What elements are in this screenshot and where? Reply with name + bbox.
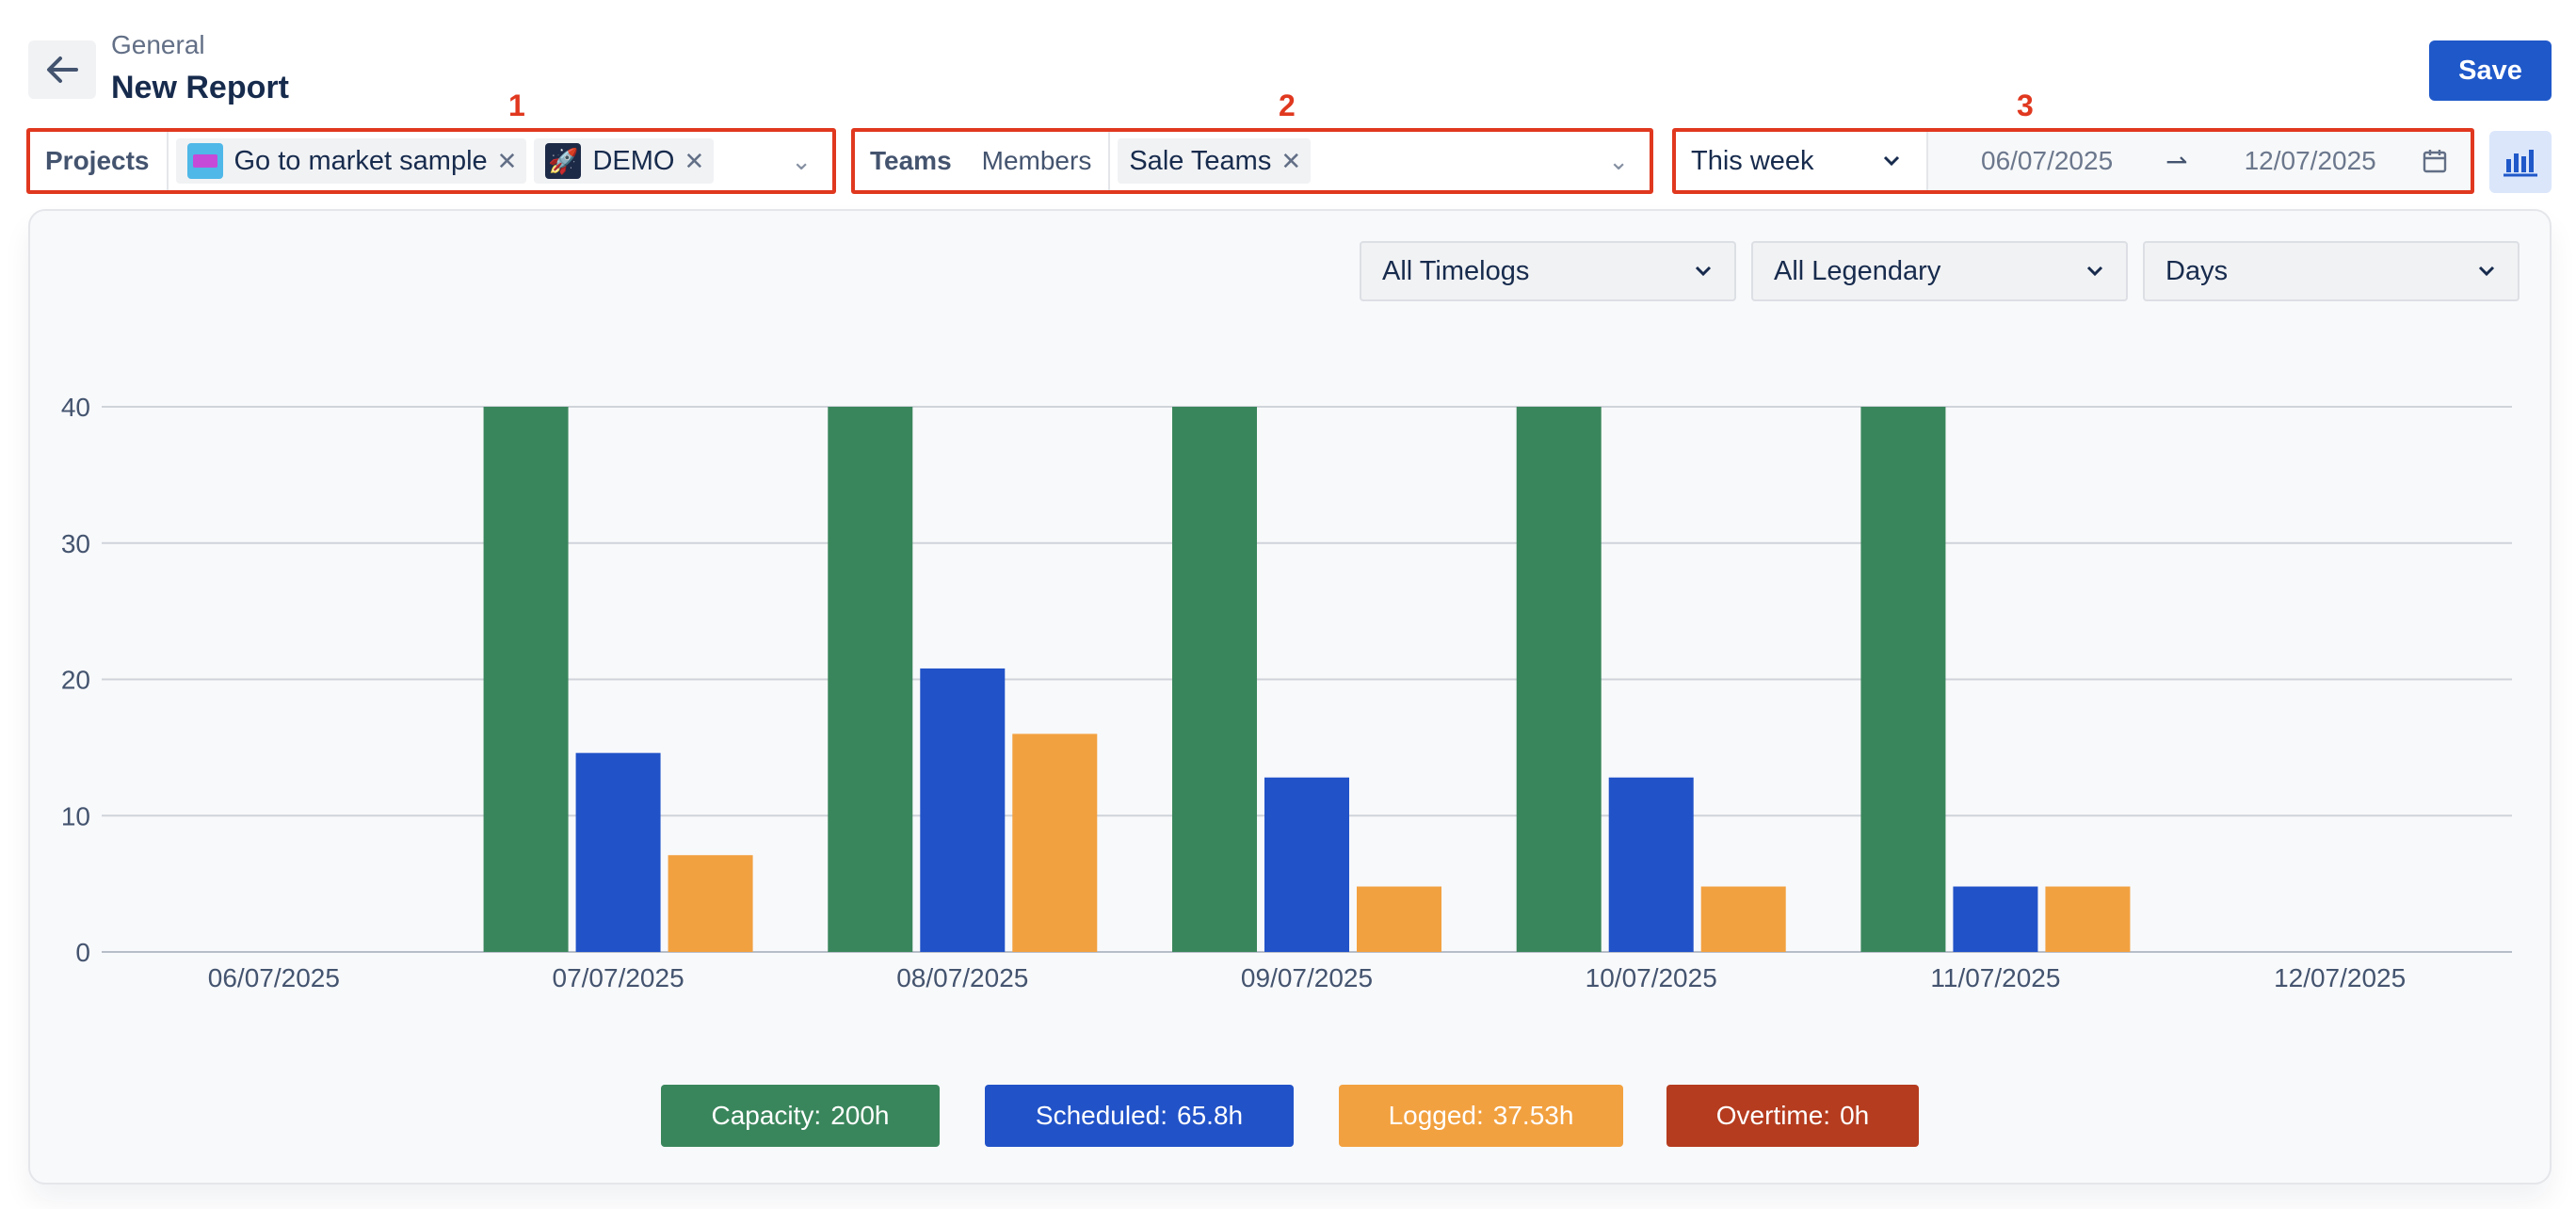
- callout-number-2: 2: [1279, 89, 1296, 122]
- bar-capacity[interactable]: [1860, 407, 1946, 952]
- start-date[interactable]: 06/07/2025: [1981, 146, 2114, 175]
- bar-capacity[interactable]: [828, 407, 913, 952]
- granularity-dropdown-value: Days: [2165, 255, 2229, 286]
- end-date[interactable]: 12/07/2025: [2244, 146, 2376, 175]
- granularity-dropdown[interactable]: Days: [2143, 241, 2520, 301]
- x-tick-label: 11/07/2025: [1930, 963, 2060, 992]
- bar-scheduled[interactable]: [1264, 777, 1349, 952]
- project-chip[interactable]: Go to market sample ✕: [175, 138, 527, 184]
- tab-teams[interactable]: Teams: [870, 146, 952, 175]
- remove-chip-icon[interactable]: ✕: [1280, 146, 1302, 175]
- rocket-project-icon: 🚀: [545, 143, 582, 179]
- chart-view-toggle[interactable]: [2489, 131, 2552, 193]
- bar-logged[interactable]: [2045, 886, 2131, 952]
- legend-name: Overtime:: [1715, 1101, 1831, 1130]
- y-tick-label: 30: [61, 529, 90, 558]
- legend-value: 37.53h: [1492, 1101, 1574, 1130]
- market-project-icon: [186, 143, 223, 179]
- legend-name: Capacity:: [711, 1101, 822, 1130]
- bar-logged[interactable]: [1357, 886, 1441, 952]
- save-button[interactable]: Save: [2429, 40, 2552, 101]
- bar-logged[interactable]: [668, 855, 753, 952]
- chart-panel: [28, 209, 2552, 1185]
- legend-badge-capacity: Capacity: 200h: [661, 1085, 940, 1147]
- teams-filter[interactable]: Teams Members Sale Teams ✕ ⌄: [851, 128, 1653, 194]
- legend-badge-overtime: Overtime: 0h: [1666, 1085, 1919, 1147]
- timelogs-dropdown[interactable]: All Timelogs: [1360, 241, 1736, 301]
- projects-filter[interactable]: Projects Go to market sample ✕ 🚀 DEMO ✕ …: [26, 128, 836, 194]
- projects-label: Projects: [30, 132, 169, 190]
- bar-logged[interactable]: [1012, 733, 1098, 952]
- timelogs-dropdown-value: All Timelogs: [1382, 255, 1530, 286]
- legend-badge-scheduled: Scheduled: 65.8h: [985, 1085, 1294, 1147]
- x-tick-label: 09/07/2025: [1241, 963, 1373, 992]
- chevron-down-icon: [2086, 266, 2103, 277]
- back-button[interactable]: [28, 40, 96, 99]
- legend-value: 200h: [830, 1101, 890, 1130]
- callout-number-3: 3: [2017, 89, 2034, 122]
- x-tick-label: 06/07/2025: [208, 963, 340, 992]
- legend-badge-logged: Logged: 37.53h: [1339, 1085, 1623, 1147]
- bar-chart-icon: [2504, 150, 2537, 177]
- x-tick-label: 10/07/2025: [1586, 963, 1717, 992]
- chevron-down-icon: [2478, 266, 2495, 277]
- project-chip[interactable]: 🚀 DEMO ✕: [534, 138, 715, 184]
- y-tick-label: 0: [75, 938, 90, 967]
- bar-scheduled[interactable]: [920, 668, 1006, 952]
- bar-logged[interactable]: [1700, 886, 1786, 952]
- bar-scheduled[interactable]: [1608, 777, 1694, 952]
- calendar-icon[interactable]: [2422, 148, 2448, 174]
- bar-capacity[interactable]: [1172, 407, 1257, 952]
- callout-number-1: 1: [508, 89, 525, 122]
- x-tick-label: 12/07/2025: [2274, 963, 2406, 992]
- team-chip-label: Sale Teams: [1129, 145, 1272, 176]
- range-arrow-icon: ⇀: [2165, 146, 2188, 176]
- chevron-down-icon[interactable]: ⌄: [1608, 146, 1629, 175]
- period-select-value: This week: [1691, 145, 1814, 176]
- page-title: New Report: [111, 70, 289, 105]
- legendary-dropdown-value: All Legendary: [1774, 255, 1941, 286]
- team-chip[interactable]: Sale Teams ✕: [1118, 138, 1312, 184]
- breadcrumb[interactable]: General: [111, 30, 205, 59]
- bar-scheduled[interactable]: [575, 752, 661, 952]
- bar-scheduled[interactable]: [1953, 886, 2038, 952]
- bar-capacity[interactable]: [483, 407, 569, 952]
- date-filter[interactable]: This week 06/07/2025 ⇀ 12/07/2025: [1672, 128, 2474, 194]
- chevron-down-icon: [1695, 266, 1712, 277]
- project-chip-label: DEMO: [592, 145, 675, 176]
- arrow-left-icon: [47, 56, 78, 83]
- y-tick-label: 40: [61, 393, 90, 422]
- remove-chip-icon[interactable]: ✕: [684, 146, 705, 175]
- tab-members[interactable]: Members: [965, 132, 1111, 190]
- bar-capacity[interactable]: [1516, 407, 1602, 952]
- legend-name: Scheduled:: [1035, 1101, 1168, 1130]
- chevron-down-icon: [1883, 155, 1900, 167]
- date-range-picker[interactable]: 06/07/2025 ⇀ 12/07/2025: [1928, 132, 2471, 190]
- legendary-dropdown[interactable]: All Legendary: [1751, 241, 2128, 301]
- period-select[interactable]: This week: [1676, 132, 1928, 190]
- y-tick-label: 20: [61, 666, 90, 695]
- chevron-down-icon[interactable]: ⌄: [791, 146, 812, 175]
- x-tick-label: 07/07/2025: [553, 963, 684, 992]
- legend-value: 0h: [1840, 1101, 1870, 1130]
- remove-chip-icon[interactable]: ✕: [496, 146, 518, 175]
- legend-name: Logged:: [1388, 1101, 1484, 1130]
- project-chip-label: Go to market sample: [233, 145, 488, 176]
- y-tick-label: 10: [61, 801, 90, 830]
- x-tick-label: 08/07/2025: [896, 963, 1028, 992]
- legend-value: 65.8h: [1177, 1101, 1244, 1130]
